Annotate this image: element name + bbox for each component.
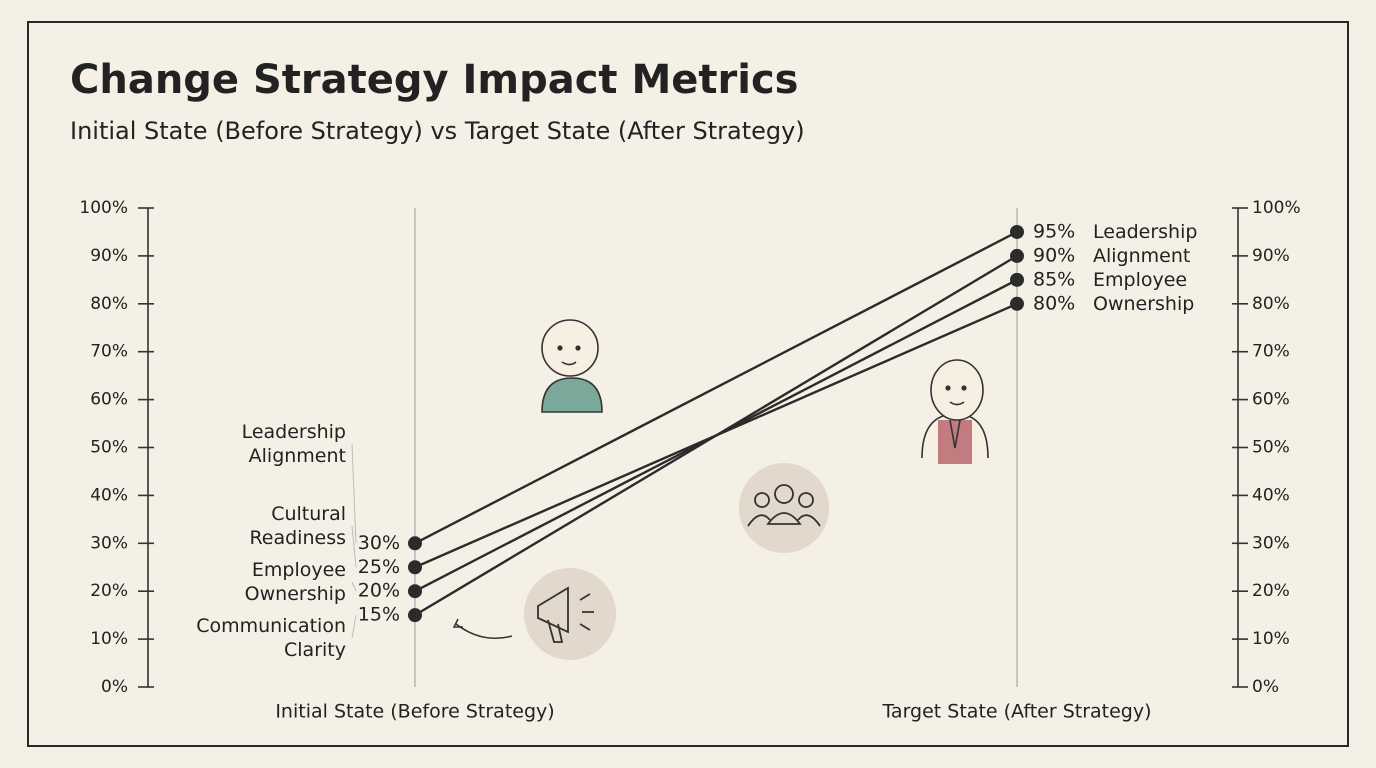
leader-line [351, 581, 357, 592]
arrow [455, 623, 513, 639]
y2-tick-label: 70% [1252, 342, 1290, 362]
x-tick-label: Initial State (Before Strategy) [275, 701, 554, 723]
value-label: 25% [358, 556, 400, 578]
chart-subtitle: Initial State (Before Strategy) vs Targe… [70, 117, 805, 145]
y-tick-label: 80% [90, 294, 128, 314]
series-label: Leadership Alignment [242, 421, 346, 467]
value-label: 85% [1033, 268, 1075, 290]
y2-tick-label: 50% [1252, 438, 1290, 458]
point [1010, 224, 1024, 239]
point [408, 560, 422, 575]
y-tick-label: 50% [90, 438, 128, 458]
point [408, 608, 422, 623]
point [1010, 248, 1024, 263]
y2-tick-label: 0% [1252, 677, 1279, 697]
value-label: 15% [358, 604, 400, 626]
y-tick-label: 10% [90, 629, 128, 649]
manager-icon [921, 359, 989, 464]
series-label: Communication Clarity [196, 615, 346, 661]
point [1010, 272, 1024, 287]
y-tick-label: 0% [101, 677, 128, 697]
leader-line [351, 443, 357, 544]
series-label: Cultural Readiness [249, 503, 346, 549]
y-tick-label: 40% [90, 485, 128, 505]
point [1010, 296, 1024, 311]
slope-line [414, 230, 1018, 545]
team-icon [739, 463, 829, 553]
x-tick-label: Target State (After Strategy) [881, 701, 1151, 723]
slope-line [414, 254, 1018, 617]
y2-tick-label: 90% [1252, 246, 1290, 266]
y2-tick-label: 20% [1252, 581, 1290, 601]
series-label-right: Employee Ownership [1093, 268, 1194, 314]
leader-line [351, 615, 357, 639]
y-tick-label: 20% [90, 581, 128, 601]
value-label: 95% [1033, 220, 1075, 242]
y2-tick-label: 80% [1252, 294, 1290, 314]
chart-title: Change Strategy Impact Metrics [70, 57, 798, 103]
value-label: 30% [358, 532, 400, 554]
series-label-right: Leadership Alignment [1093, 220, 1197, 266]
point [408, 584, 422, 599]
y2-tick-label: 60% [1252, 390, 1290, 410]
point [408, 536, 422, 551]
value-label: 80% [1033, 292, 1075, 314]
frame [27, 21, 1349, 747]
y-tick-label: 90% [90, 246, 128, 266]
value-label: 90% [1033, 244, 1075, 266]
y-tick-label: 30% [90, 533, 128, 553]
y2-tick-label: 40% [1252, 485, 1290, 505]
megaphone-icon [524, 568, 616, 660]
y-tick-label: 70% [90, 342, 128, 362]
series-label: Employee Ownership [245, 559, 346, 605]
y-tick-label: 100% [79, 198, 128, 218]
y2-tick-label: 100% [1252, 198, 1301, 218]
arrow-head [452, 618, 463, 628]
y-tick-label: 60% [90, 390, 128, 410]
y2-tick-label: 30% [1252, 533, 1290, 553]
value-label: 20% [358, 580, 400, 602]
person-icon [541, 319, 603, 413]
leader-line [351, 525, 357, 568]
y2-tick-label: 10% [1252, 629, 1290, 649]
